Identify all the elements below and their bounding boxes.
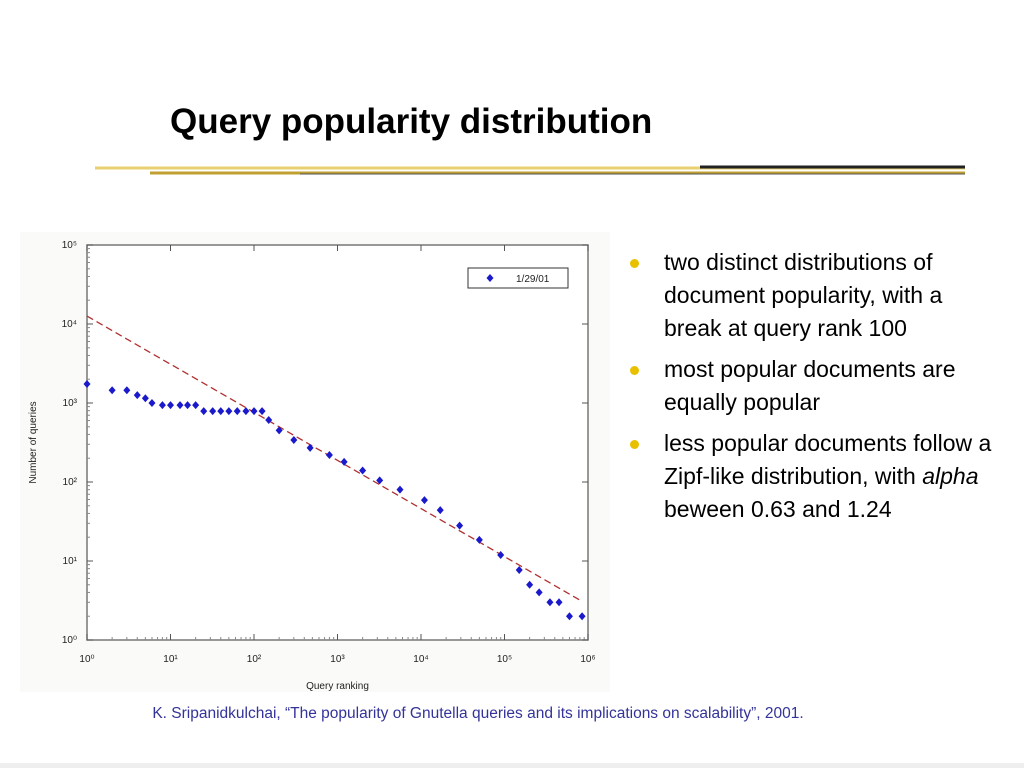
point xyxy=(209,407,217,416)
point xyxy=(396,485,404,494)
y-tick-label: 10² xyxy=(63,477,78,488)
x-tick-label: 10² xyxy=(247,654,262,665)
x-tick-label: 10⁴ xyxy=(413,654,428,665)
point xyxy=(555,598,563,607)
x-tick-label: 10³ xyxy=(330,654,345,665)
bullet: two distinct distributions of document p… xyxy=(628,246,998,345)
y-axis-label: Number of queries xyxy=(28,401,39,483)
x-tick-label: 10⁰ xyxy=(79,654,94,665)
point xyxy=(306,443,314,452)
point xyxy=(108,386,116,395)
point xyxy=(456,521,464,530)
bullet-list: two distinct distributions of document p… xyxy=(628,246,998,534)
plot-area xyxy=(86,244,589,641)
point xyxy=(242,407,250,416)
point xyxy=(158,401,166,410)
point xyxy=(340,457,348,466)
y-tick-label: 10³ xyxy=(63,398,78,409)
point xyxy=(167,401,174,410)
y-tick-label: 10⁵ xyxy=(62,240,77,251)
slide-title: Query popularity distribution xyxy=(170,102,653,141)
point xyxy=(515,565,523,574)
x-axis-label: Query ranking xyxy=(306,681,369,692)
point xyxy=(546,598,554,607)
point xyxy=(148,399,156,407)
y-tick-label: 10⁰ xyxy=(62,635,77,646)
text: less popular documents follow a Zipf-lik… xyxy=(664,430,992,489)
point xyxy=(475,535,483,544)
legend-box xyxy=(467,267,569,289)
x-tick-label: 10¹ xyxy=(163,654,178,665)
point xyxy=(200,407,208,416)
point xyxy=(217,407,225,416)
point xyxy=(258,407,266,416)
deco xyxy=(0,160,1024,164)
point xyxy=(578,612,586,621)
point xyxy=(192,401,200,410)
point xyxy=(497,551,505,560)
x-tick-label: 10⁵ xyxy=(497,654,512,665)
point xyxy=(359,466,367,475)
legend-label: 1/29/01 xyxy=(516,274,550,285)
point xyxy=(535,588,543,597)
point xyxy=(565,612,573,621)
point xyxy=(83,379,91,388)
bullet: most popular documents are equally popul… xyxy=(628,353,998,419)
point xyxy=(176,401,184,410)
y-tick-label: 10¹ xyxy=(63,556,78,567)
point xyxy=(141,394,149,403)
fit-line xyxy=(86,315,581,601)
x-tick-label: 10⁶ xyxy=(580,654,595,665)
point xyxy=(376,476,384,485)
point xyxy=(526,580,534,589)
point xyxy=(265,415,273,424)
point xyxy=(225,407,233,416)
point xyxy=(275,426,283,435)
point xyxy=(123,386,131,395)
y-tick-label: 10⁴ xyxy=(62,319,77,330)
point xyxy=(420,496,428,505)
citation: K. Sripanidkulchai, “The popularity of G… xyxy=(152,705,804,722)
footer-band xyxy=(0,763,1024,768)
point xyxy=(233,407,241,416)
point xyxy=(133,391,141,400)
point xyxy=(436,506,444,515)
emphasis: alpha xyxy=(922,463,979,489)
point xyxy=(184,401,192,410)
text: beween 0.63 and 1.24 xyxy=(664,496,892,522)
point xyxy=(325,450,333,459)
legend-marker xyxy=(486,274,494,282)
bullet: less popular documents follow a Zipf-lik… xyxy=(628,427,998,526)
point xyxy=(290,436,298,445)
point xyxy=(250,407,258,416)
